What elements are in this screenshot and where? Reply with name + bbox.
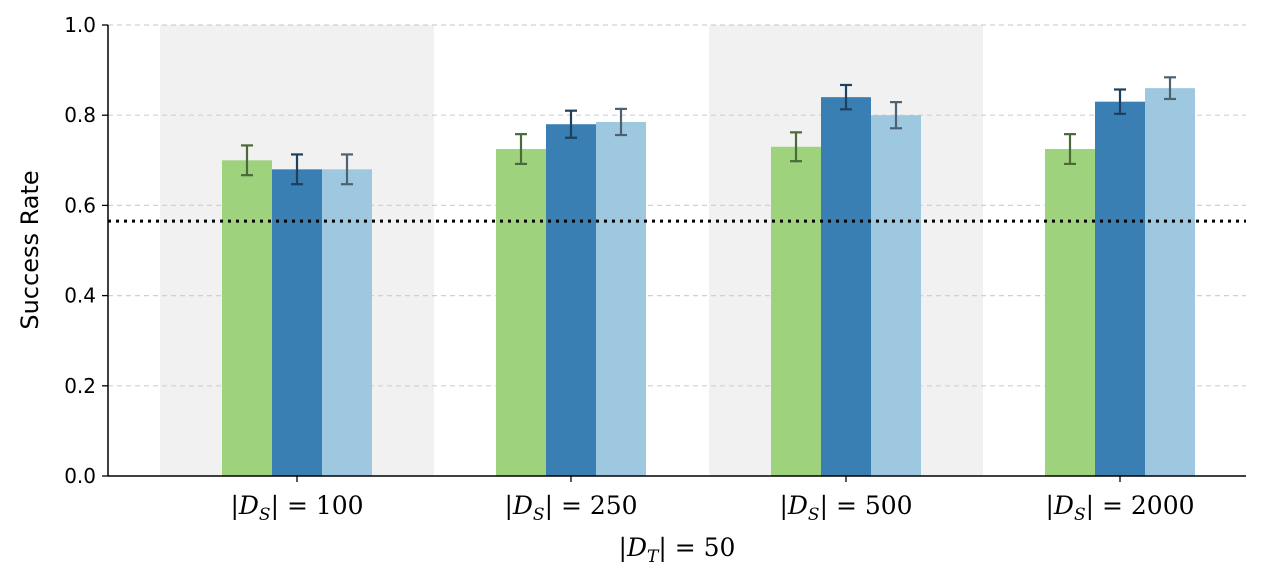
error-bar-cat0-series2 — [341, 153, 353, 186]
y-tick-label-0: 0.0 — [64, 464, 96, 488]
error-bar-cat1-series2 — [615, 107, 627, 137]
error-bar-cat1-series1 — [565, 109, 577, 139]
bar-cat1-series1 — [546, 124, 596, 476]
x-tick-label-1: |DS| = 250 — [504, 491, 637, 525]
error-bar-cat3-series1 — [1114, 88, 1126, 115]
error-bar-cat3-series2 — [1164, 76, 1176, 101]
x-tick-label-3: |DS| = 2000 — [1045, 491, 1194, 525]
bar-cat2-series0 — [771, 146, 821, 476]
y-ticks: 0.0 0.2 0.4 0.6 0.8 1.0 — [64, 13, 108, 488]
y-tick-label-4: 0.8 — [64, 103, 96, 127]
error-bar-cat2-series2 — [890, 101, 902, 130]
x-tick-label-0: |DS| = 100 — [230, 491, 363, 525]
bar-cat1-series0 — [496, 149, 546, 476]
bars — [222, 88, 1195, 477]
bar-cat0-series0 — [222, 160, 272, 477]
x-categories: |DS| = 100 |DS| = 250 |DS| = 500 |DS| = 200… — [230, 476, 1195, 525]
y-tick-label-5: 1.0 — [64, 13, 96, 37]
bar-cat2-series1 — [821, 97, 871, 476]
bar-cat3-series1 — [1095, 101, 1145, 477]
bar-cat0-series1 — [272, 169, 322, 476]
y-tick-label-3: 0.6 — [64, 193, 96, 217]
bar-cat0-series2 — [322, 169, 372, 476]
x-tick-label-2: |DS| = 500 — [779, 491, 912, 525]
error-bar-cat0-series1 — [291, 153, 303, 186]
error-bar-cat1-series0 — [515, 133, 527, 166]
y-tick-label-1: 0.2 — [64, 374, 96, 398]
x-axis-label-group: |DT| = 50 — [619, 533, 736, 567]
y-tick-label-2: 0.4 — [64, 284, 96, 308]
error-bar-cat2-series1 — [840, 83, 852, 111]
bar-cat1-series2 — [596, 121, 646, 476]
x-axis-label: |DT| = 50 — [619, 533, 736, 567]
bar-cat3-series2 — [1145, 88, 1195, 476]
error-bar-cat3-series0 — [1064, 133, 1076, 166]
error-bar-cat2-series0 — [790, 131, 802, 163]
error-bar-cat0-series0 — [241, 144, 253, 177]
axes — [107, 25, 1246, 477]
error-bars — [241, 76, 1176, 186]
y-axis-label: Success Rate — [16, 170, 44, 329]
bar-cat3-series0 — [1045, 149, 1095, 476]
bar-cat2-series2 — [871, 115, 921, 476]
